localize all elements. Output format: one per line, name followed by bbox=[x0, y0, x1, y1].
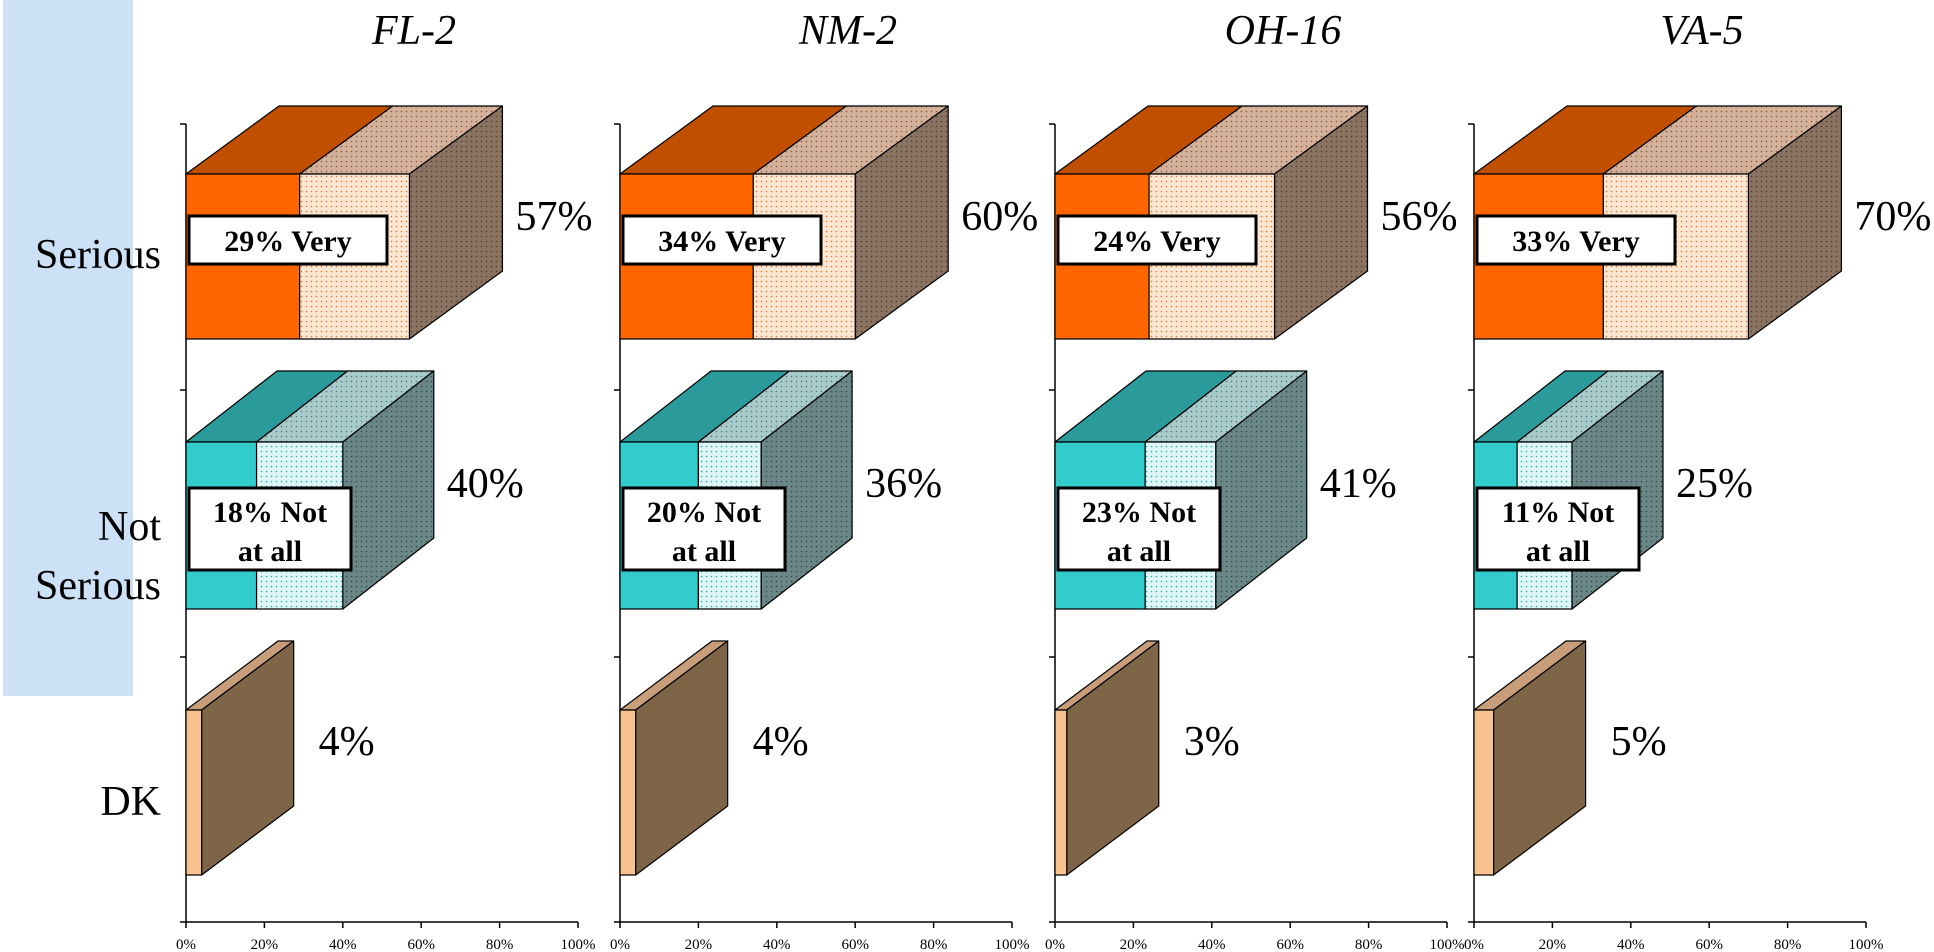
bar-group-not-serious: 20% Not at all 36% bbox=[619, 370, 942, 610]
bar-group-not-serious: 23% Not at all 41% bbox=[1054, 370, 1397, 610]
sub-label-text: 33% Very bbox=[1512, 225, 1640, 258]
x-tick-label: 20% bbox=[251, 937, 279, 952]
sub-label-text: 23% Not bbox=[1082, 496, 1196, 529]
total-label: 5% bbox=[1611, 719, 1667, 765]
x-tick-label: 20% bbox=[685, 937, 713, 952]
x-tick-label: 40% bbox=[1617, 937, 1645, 952]
x-tick-label: 40% bbox=[763, 937, 791, 952]
panel-title: VA-5 bbox=[1660, 8, 1743, 54]
x-tick-label: 20% bbox=[1120, 937, 1148, 952]
x-tick-label: 100% bbox=[995, 937, 1030, 952]
sub-label-text: 20% Not bbox=[647, 496, 761, 529]
sub-label-text: 29% Very bbox=[224, 225, 352, 258]
total-label: 70% bbox=[1854, 194, 1931, 240]
category-label: Serious bbox=[35, 232, 161, 278]
sub-label-box bbox=[187, 486, 353, 572]
x-tick-label: 100% bbox=[1430, 937, 1465, 952]
category-label: Not bbox=[98, 504, 161, 550]
category-label: Serious bbox=[35, 563, 161, 609]
total-label: 4% bbox=[319, 719, 375, 765]
sub-label-box bbox=[1056, 486, 1222, 572]
panel-title: OH-16 bbox=[1225, 8, 1342, 54]
chart-panel: NM-2 0% 20% 40% 60% 80% 100% 34% Very 60% 20% Not… bbox=[610, 8, 1038, 952]
sub-label-box bbox=[621, 486, 787, 572]
bar-side-face bbox=[635, 640, 729, 876]
sub-label-text: at all bbox=[1526, 535, 1590, 568]
sub-label-text: 11% Not bbox=[1502, 496, 1615, 529]
sub-label-text: at all bbox=[672, 535, 736, 568]
x-tick-label: 100% bbox=[561, 937, 596, 952]
sub-label-box bbox=[1475, 486, 1641, 572]
x-tick-label: 80% bbox=[920, 937, 948, 952]
bar-group-not-serious: 11% Not at all 25% bbox=[1473, 370, 1753, 610]
bar-group-dk: 4% bbox=[185, 640, 375, 876]
x-tick-label: 0% bbox=[1045, 937, 1065, 952]
total-label: 40% bbox=[447, 461, 524, 507]
x-tick-label: 40% bbox=[329, 937, 357, 952]
x-tick-label: 0% bbox=[610, 937, 630, 952]
bar-side-face bbox=[201, 640, 295, 876]
total-label: 57% bbox=[515, 194, 592, 240]
sub-label-box bbox=[187, 214, 389, 266]
chart-panel: VA-5 0% 20% 40% 60% 80% 100% 33% Very 70% 11% Not… bbox=[1464, 8, 1931, 952]
bar-group-serious: 24% Very 56% bbox=[1054, 105, 1458, 340]
category-highlight-band bbox=[3, 0, 133, 696]
x-tick-label: 60% bbox=[841, 937, 869, 952]
bar-front-face bbox=[185, 709, 203, 876]
x-tick-label: 100% bbox=[1849, 937, 1884, 952]
total-label: 4% bbox=[753, 719, 809, 765]
bar-group-dk: 4% bbox=[619, 640, 809, 876]
bar-group-serious: 33% Very 70% bbox=[1473, 105, 1931, 340]
sub-label-text: 18% Not bbox=[213, 496, 327, 529]
sub-label-box bbox=[1056, 214, 1258, 266]
total-label: 56% bbox=[1381, 194, 1458, 240]
panel-title: FL-2 bbox=[371, 8, 456, 54]
sub-label-text: at all bbox=[238, 535, 302, 568]
x-tick-label: 60% bbox=[407, 937, 435, 952]
category-label: DK bbox=[100, 779, 161, 825]
x-tick-label: 0% bbox=[176, 937, 196, 952]
category-labels: Serious Not Serious DK bbox=[35, 232, 161, 825]
x-tick-label: 20% bbox=[1539, 937, 1567, 952]
total-label: 25% bbox=[1676, 461, 1753, 507]
x-tick-label: 80% bbox=[1774, 937, 1802, 952]
chart-panel: OH-16 0% 20% 40% 60% 80% 100% 24% Very 56% 23% No… bbox=[1045, 8, 1465, 952]
sub-label-text: 24% Very bbox=[1093, 225, 1221, 258]
chart-panel: FL-2 0% 20% 40% 60% 80% 100% 29% Very 57% 18% Not… bbox=[176, 8, 596, 952]
bar-side-face bbox=[1066, 640, 1160, 876]
bar-group-dk: 5% bbox=[1473, 640, 1667, 876]
bar-group-serious: 29% Very 57% bbox=[185, 105, 592, 340]
x-tick-label: 60% bbox=[1276, 937, 1304, 952]
x-tick-label: 40% bbox=[1198, 937, 1226, 952]
x-tick-label: 80% bbox=[1355, 937, 1383, 952]
x-tick-label: 80% bbox=[486, 937, 514, 952]
sub-label-text: at all bbox=[1107, 535, 1171, 568]
bar-group-not-serious: 18% Not at all 40% bbox=[185, 370, 524, 610]
bar-group-dk: 3% bbox=[1054, 640, 1240, 876]
x-tick-label: 0% bbox=[1464, 937, 1484, 952]
sub-label-box bbox=[1475, 214, 1677, 266]
total-label: 36% bbox=[865, 461, 942, 507]
chart-panels: FL-2 0% 20% 40% 60% 80% 100% 29% Very 57% 18% Not… bbox=[176, 8, 1931, 952]
bar-front-face bbox=[1054, 709, 1068, 876]
total-label: 3% bbox=[1184, 719, 1240, 765]
bar-side-face bbox=[1492, 640, 1587, 876]
sub-label-text: 34% Very bbox=[658, 225, 786, 258]
total-label: 41% bbox=[1320, 461, 1397, 507]
sub-label-box bbox=[621, 214, 823, 266]
x-tick-label: 60% bbox=[1695, 937, 1723, 952]
bar-group-serious: 34% Very 60% bbox=[619, 105, 1038, 340]
bar-front-face bbox=[1473, 709, 1495, 876]
panel-title: NM-2 bbox=[798, 8, 897, 54]
bar-front-face bbox=[619, 709, 637, 876]
total-label: 60% bbox=[961, 194, 1038, 240]
